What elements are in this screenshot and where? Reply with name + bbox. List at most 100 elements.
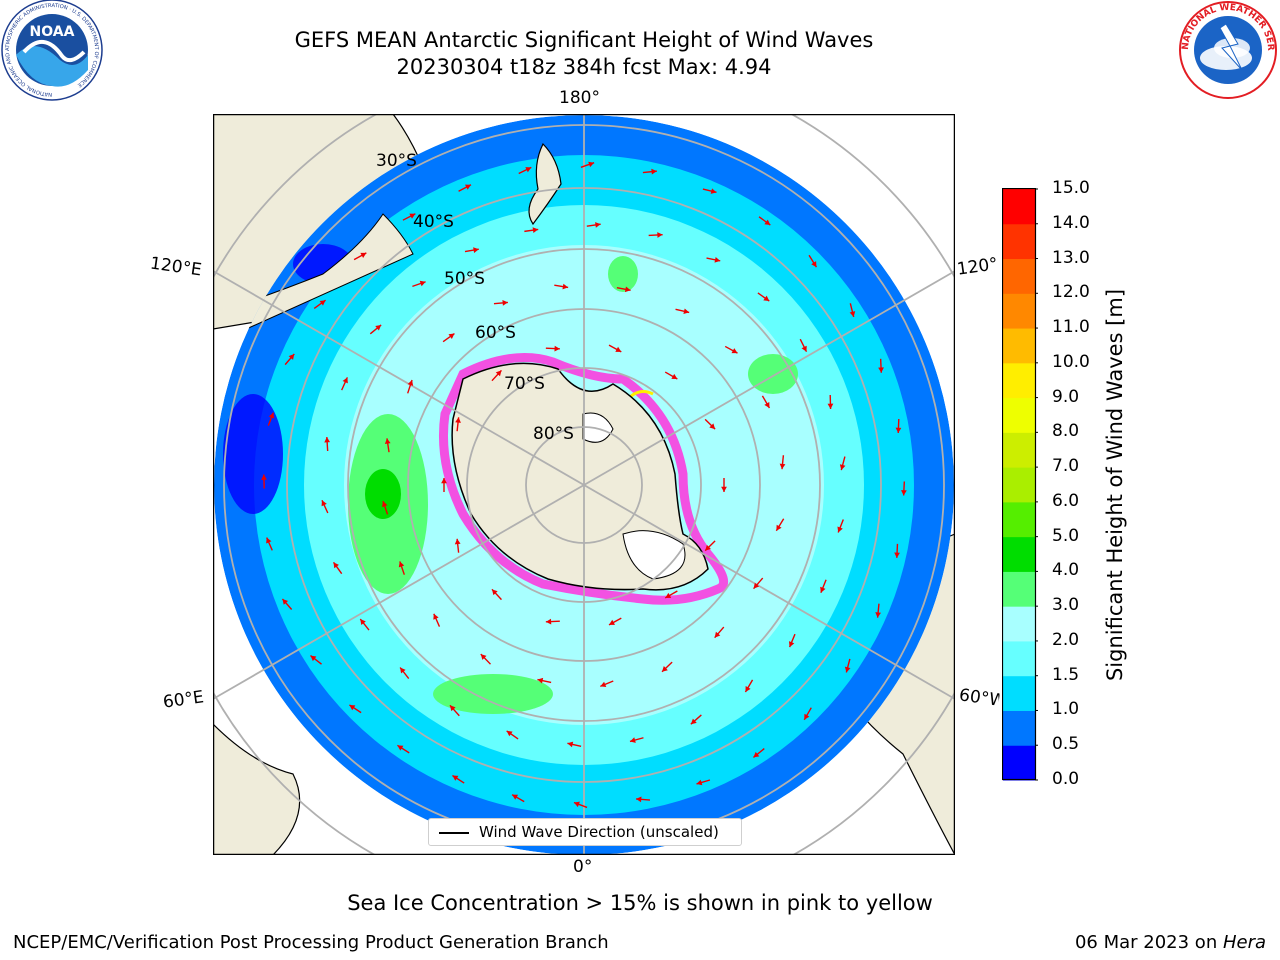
colorbar-segment (1003, 258, 1035, 294)
wave-patch-blue (223, 394, 283, 514)
lon-label-120e: 120°E (148, 253, 203, 281)
wave-arrow-head (375, 324, 382, 331)
wave-arrow-head (745, 685, 751, 692)
lon-label-60w: 60°W (957, 685, 1001, 711)
colorbar-segment (1003, 328, 1035, 364)
wave-arrow-head (624, 286, 631, 293)
colorbar-tick-label: 9.0 (1052, 386, 1080, 407)
wave-arrow-head (714, 257, 721, 263)
wave-arrow-head (705, 544, 711, 551)
wave-arrow-head (491, 589, 498, 596)
wave-arrow-head (407, 379, 414, 386)
colorbar-tick-label: 3.0 (1052, 595, 1080, 616)
australia-edge-land (214, 213, 414, 345)
noaa-logo-text: NOAA (30, 24, 75, 40)
wave-arrow-head (321, 500, 327, 507)
chart-subtitle: 20230304 t18z 384h fcst Max: 4.94 (396, 55, 772, 79)
wave-arrow-head (573, 801, 580, 808)
wave-arrow-head (506, 730, 513, 737)
wave-arrow-head (811, 261, 817, 268)
colorbar-tick-label: 13.0 (1052, 247, 1090, 268)
wave-arrow-head (600, 681, 607, 688)
wave-arrow-head (671, 373, 678, 380)
colorbar-label: Significant Height of Wind Waves [m] (1103, 288, 1127, 682)
footer-left: NCEP/EMC/Verification Post Processing Pr… (13, 932, 609, 953)
wave-arrow-head (629, 737, 636, 743)
wave-arrow-head (776, 524, 782, 531)
wave-arrow-head (502, 300, 508, 306)
wave-arrow-head (452, 775, 459, 781)
wave-arrow-head (324, 437, 331, 443)
wave-arrow-head (409, 213, 416, 219)
wave-arrow-head (495, 370, 502, 377)
colorbar-segment (1003, 536, 1035, 572)
chart-title: GEFS MEAN Antarctic Significant Height o… (294, 28, 874, 52)
footer-right: 06 Mar 2023 on Hera (1075, 932, 1266, 953)
colorbar-tick-label: 12.0 (1052, 282, 1090, 303)
wave-arrow-head (532, 227, 539, 234)
wave-arrow-head (360, 252, 367, 258)
colorbar-segment (1003, 501, 1035, 538)
wave-arrow-head (319, 300, 326, 306)
wave-arrow-head (714, 631, 721, 638)
wave-arrow-head (709, 423, 716, 430)
lon-label-120w: 120°W (955, 254, 999, 280)
lat-label-40s: 40°S (413, 212, 454, 232)
colorbar-tick-label: 0.0 (1052, 769, 1080, 789)
wave-arrow-head (878, 367, 884, 373)
wave-arrow-head (588, 161, 595, 168)
wave-arrow-head (696, 779, 703, 786)
wave-arrow-head (537, 677, 544, 684)
wave-arrow-head (839, 464, 846, 471)
lat-label-70s: 70°S (504, 374, 545, 394)
wave-arrow-head (433, 613, 439, 620)
lon-label-60e: 60°E (161, 687, 206, 713)
wave-arrow-head (827, 403, 834, 409)
colorbar-tick-label: 6.0 (1052, 490, 1080, 511)
wave-arrow-head (721, 486, 727, 492)
colorbar-tick-label: 8.0 (1052, 421, 1080, 442)
wave-arrow-head (545, 618, 552, 625)
wave-arrow-head (567, 741, 574, 748)
wave-arrow-head (609, 619, 616, 625)
new-zealand-land (528, 142, 562, 226)
wave-arrow-head (473, 247, 479, 253)
colorbar-segment (1003, 571, 1035, 607)
map-panel (213, 114, 955, 855)
colorbar-segment (1003, 640, 1035, 677)
colorbar-segment (1003, 467, 1035, 503)
colorbar-tick-label: 15.0 (1052, 178, 1090, 198)
colorbar-segment (1003, 293, 1035, 329)
lat-label-30s: 30°S (376, 151, 417, 171)
wave-arrow-head (562, 283, 569, 290)
wave-arrow-head (398, 561, 405, 568)
meridian-60e-120w (213, 270, 955, 700)
wave-patch-green (608, 256, 638, 292)
wave-arrow-head (662, 666, 668, 672)
colorbar-segment (1003, 606, 1035, 642)
colorbar-segment (1003, 397, 1035, 433)
lat-label-50s: 50°S (444, 269, 485, 289)
wave-arrow-head (764, 401, 770, 408)
wave-arrow-head (636, 796, 642, 803)
wave-arrow-head (448, 333, 455, 339)
colorbar-segment (1003, 189, 1035, 225)
wave-arrow-head (657, 232, 663, 238)
africa-land (213, 723, 301, 855)
wave-arrow-head (512, 794, 519, 800)
wave-patch-dark-green (365, 469, 401, 519)
wave-arrow-head (875, 612, 881, 618)
map-frame (213, 114, 955, 855)
wave-arrow-head (804, 713, 810, 720)
wave-arrow-head (895, 427, 902, 434)
wave-arrow-head (333, 562, 339, 569)
lon-label-180: 180° (559, 88, 600, 108)
wave-arrow-head (844, 666, 851, 673)
ice-shelf-white (582, 412, 614, 443)
sea-ice-caption: Sea Ice Concentration > 15% is shown in … (347, 891, 933, 915)
colorbar-tick-label: 10.0 (1052, 351, 1090, 372)
colorbar-tick-label: 1.5 (1052, 664, 1080, 685)
wave-arrow-head (901, 490, 907, 496)
colorbar-tick-label: 14.0 (1052, 212, 1090, 233)
wave-arrow-head (282, 598, 289, 605)
